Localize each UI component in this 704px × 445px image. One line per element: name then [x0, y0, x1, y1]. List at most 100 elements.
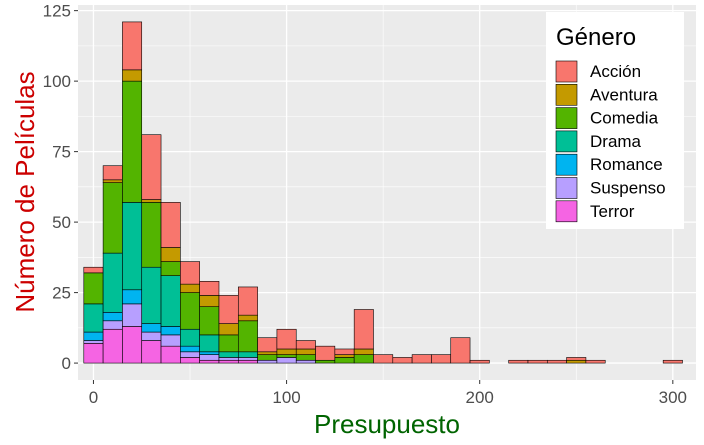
bar-segment-acción [585, 359, 606, 364]
bar-segment-acción [392, 357, 413, 364]
y-tick-label: 100 [43, 72, 71, 91]
bars [83, 21, 683, 364]
bar-segment-suspenso [160, 334, 181, 347]
bar-segment-aventura [353, 348, 374, 355]
legend-key-comedia [555, 107, 578, 129]
bar-segment-suspenso [180, 351, 200, 358]
bar-segment-romance [122, 289, 143, 305]
legend-label-romance: Romance [590, 155, 663, 174]
bar-segment-suspenso [276, 357, 297, 364]
bar-segment-acción [566, 357, 587, 361]
bar-segment-acción [199, 281, 220, 296]
bar-segment-comedia [315, 359, 336, 364]
bar-segment-drama [83, 303, 104, 333]
bar-segment-comedia [199, 306, 220, 336]
bar-segment-acción [83, 266, 104, 274]
bar-segment-acción [218, 295, 239, 324]
bar-segment-romance [160, 326, 181, 336]
bar-segment-acción [431, 354, 452, 364]
y-tick-label: 50 [52, 213, 71, 232]
bar-segment-drama [237, 351, 258, 358]
bar-segment-aventura [102, 179, 123, 183]
bar-segment-aventura [199, 295, 220, 307]
bar-segment-aventura [122, 69, 143, 82]
legend-key-terror [555, 200, 578, 223]
y-tick-label: 75 [52, 143, 71, 162]
legend-key-suspenso [555, 177, 578, 199]
bar-segment-terror [160, 345, 181, 364]
bar-segment-terror [218, 359, 239, 364]
bar-segment-comedia [141, 202, 162, 268]
bar-segment-terror [83, 343, 104, 364]
legend-items: Acción Aventura Comedia Drama Romance Suspens… [555, 60, 666, 223]
bar-segment-acción [469, 359, 490, 364]
bar-segment-comedia [218, 334, 239, 353]
bar-segment-romance [83, 331, 104, 341]
bar-segment-drama [141, 266, 162, 324]
bar-segment-suspenso [141, 331, 162, 341]
bar-segment-aventura [276, 348, 297, 355]
legend-key-acción [555, 60, 578, 83]
y-tick-label: 25 [52, 284, 71, 303]
bar-segment-acción [122, 21, 143, 71]
bar-segment-comedia [237, 320, 258, 353]
y-tick-label: 125 [43, 2, 71, 21]
legend-title: Género [556, 24, 636, 51]
bar-segment-acción [160, 202, 181, 248]
legend-label-suspenso: Suspenso [590, 179, 666, 198]
legend-label-acción: Acción [590, 62, 641, 81]
legend-key-drama [555, 130, 578, 153]
bar-segment-acción [373, 354, 394, 364]
bar-segment-drama [160, 275, 181, 327]
legend: Género Acción Aventura Comedia Drama Romance… [546, 12, 684, 229]
bar-segment-romance [180, 345, 200, 353]
x-axis-ticks: 0 100 200 300 [89, 380, 687, 407]
bar-segment-acción [102, 165, 123, 181]
bar-segment-aventura [237, 314, 258, 322]
bar-segment-comedia [295, 354, 316, 361]
bar-segment-comedia [257, 354, 278, 361]
bar-segment-acción [353, 309, 374, 350]
bar-segment-romance [141, 323, 162, 333]
bar-segment-romance [199, 351, 220, 355]
y-axis-ticks: 0 25 50 75 100 125 [43, 2, 78, 373]
bar-segment-romance [102, 312, 123, 322]
x-tick-label: 200 [466, 388, 494, 407]
bar-segment-suspenso [237, 357, 258, 361]
bar-segment-suspenso [295, 359, 316, 364]
bar-segment-comedia [160, 261, 181, 276]
bar-segment-aventura [566, 359, 587, 364]
bar-segment-terror [141, 340, 162, 364]
bar-segment-drama [102, 252, 123, 313]
bar-segment-acción [315, 345, 336, 361]
bar-segment-suspenso [102, 320, 123, 330]
y-axis-title: Número de Películas [10, 71, 40, 312]
bar-segment-acción [141, 134, 162, 200]
legend-label-comedia: Comedia [590, 109, 659, 128]
legend-label-aventura: Aventura [590, 85, 658, 104]
bar-segment-aventura [334, 354, 355, 358]
bar-segment-suspenso [122, 303, 143, 327]
bar-segment-aventura [257, 351, 278, 355]
bar-segment-comedia [180, 292, 200, 330]
bar-segment-acción [662, 359, 683, 364]
bar-segment-terror [180, 357, 200, 364]
bar-segment-drama [199, 334, 220, 353]
x-axis-title: Presupuesto [314, 409, 460, 439]
bar-segment-terror [102, 328, 123, 364]
bar-segment-terror [122, 326, 143, 364]
bar-segment-suspenso [257, 359, 278, 364]
bar-segment-drama [122, 202, 143, 291]
bar-segment-aventura [160, 247, 181, 262]
legend-key-aventura [555, 84, 578, 106]
bar-segment-suspenso [83, 340, 104, 344]
bar-segment-comedia [122, 80, 143, 203]
x-tick-label: 0 [89, 388, 98, 407]
legend-key-romance [555, 153, 578, 176]
bar-segment-acción [546, 359, 567, 364]
bar-segment-acción [508, 359, 529, 364]
bar-segment-acción [450, 337, 471, 364]
bar-segment-comedia [102, 182, 123, 254]
y-tick-label: 0 [62, 354, 71, 373]
